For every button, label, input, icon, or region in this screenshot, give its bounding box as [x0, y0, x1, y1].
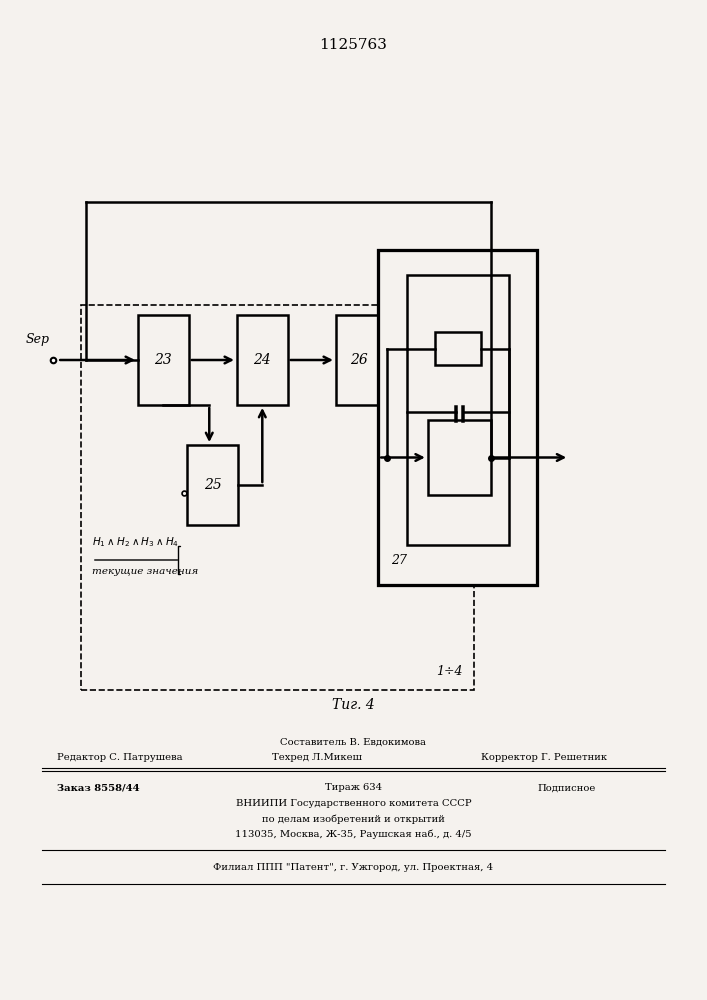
Text: по делам изобретений и открытий: по делам изобретений и открытий [262, 814, 445, 824]
Text: $H_1 \wedge H_2 \wedge H_3 \wedge H_4$: $H_1 \wedge H_2 \wedge H_3 \wedge H_4$ [92, 535, 179, 549]
Text: Заказ 8558/44: Заказ 8558/44 [57, 784, 139, 792]
Text: Τиг. 4: Τиг. 4 [332, 698, 375, 712]
Text: текущие значения: текущие значения [92, 566, 198, 576]
Text: 1125763: 1125763 [320, 38, 387, 52]
Text: 25: 25 [204, 478, 222, 492]
Text: ВНИИПИ Государственного комитета СССР: ВНИИПИ Государственного комитета СССР [235, 800, 472, 808]
Bar [138, 315, 189, 405]
Text: Подписное: Подписное [537, 784, 596, 792]
Text: 24: 24 [253, 353, 271, 367]
Bar [407, 275, 509, 545]
Text: 27: 27 [391, 554, 407, 567]
Text: Sep: Sep [25, 333, 49, 346]
Text: 113035, Москва, Ж-35, Раушская наб., д. 4/5: 113035, Москва, Ж-35, Раушская наб., д. … [235, 829, 472, 839]
Text: Филиал ППП "Патент", г. Ужгород, ул. Проектная, 4: Филиал ППП "Патент", г. Ужгород, ул. Про… [214, 862, 493, 871]
Bar [336, 315, 382, 405]
Bar [378, 250, 537, 585]
Text: Корректор Г. Решетник: Корректор Г. Решетник [481, 752, 607, 762]
Text: 26: 26 [350, 353, 368, 367]
Text: Редактор С. Патрушева: Редактор С. Патрушева [57, 752, 182, 762]
Text: Тираж 634: Тираж 634 [325, 784, 382, 792]
Text: Техред Л.Микеш: Техред Л.Микеш [272, 752, 362, 762]
Text: 1÷4: 1÷4 [437, 665, 463, 678]
Text: Составитель В. Евдокимова: Составитель В. Евдокимова [281, 738, 426, 746]
Bar [435, 332, 481, 365]
Bar [428, 420, 491, 495]
Bar [81, 305, 474, 690]
Text: 23: 23 [154, 353, 173, 367]
Bar [237, 315, 288, 405]
Bar [187, 445, 238, 525]
